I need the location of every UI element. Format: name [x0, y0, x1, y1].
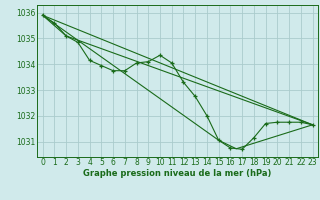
X-axis label: Graphe pression niveau de la mer (hPa): Graphe pression niveau de la mer (hPa)	[84, 169, 272, 178]
